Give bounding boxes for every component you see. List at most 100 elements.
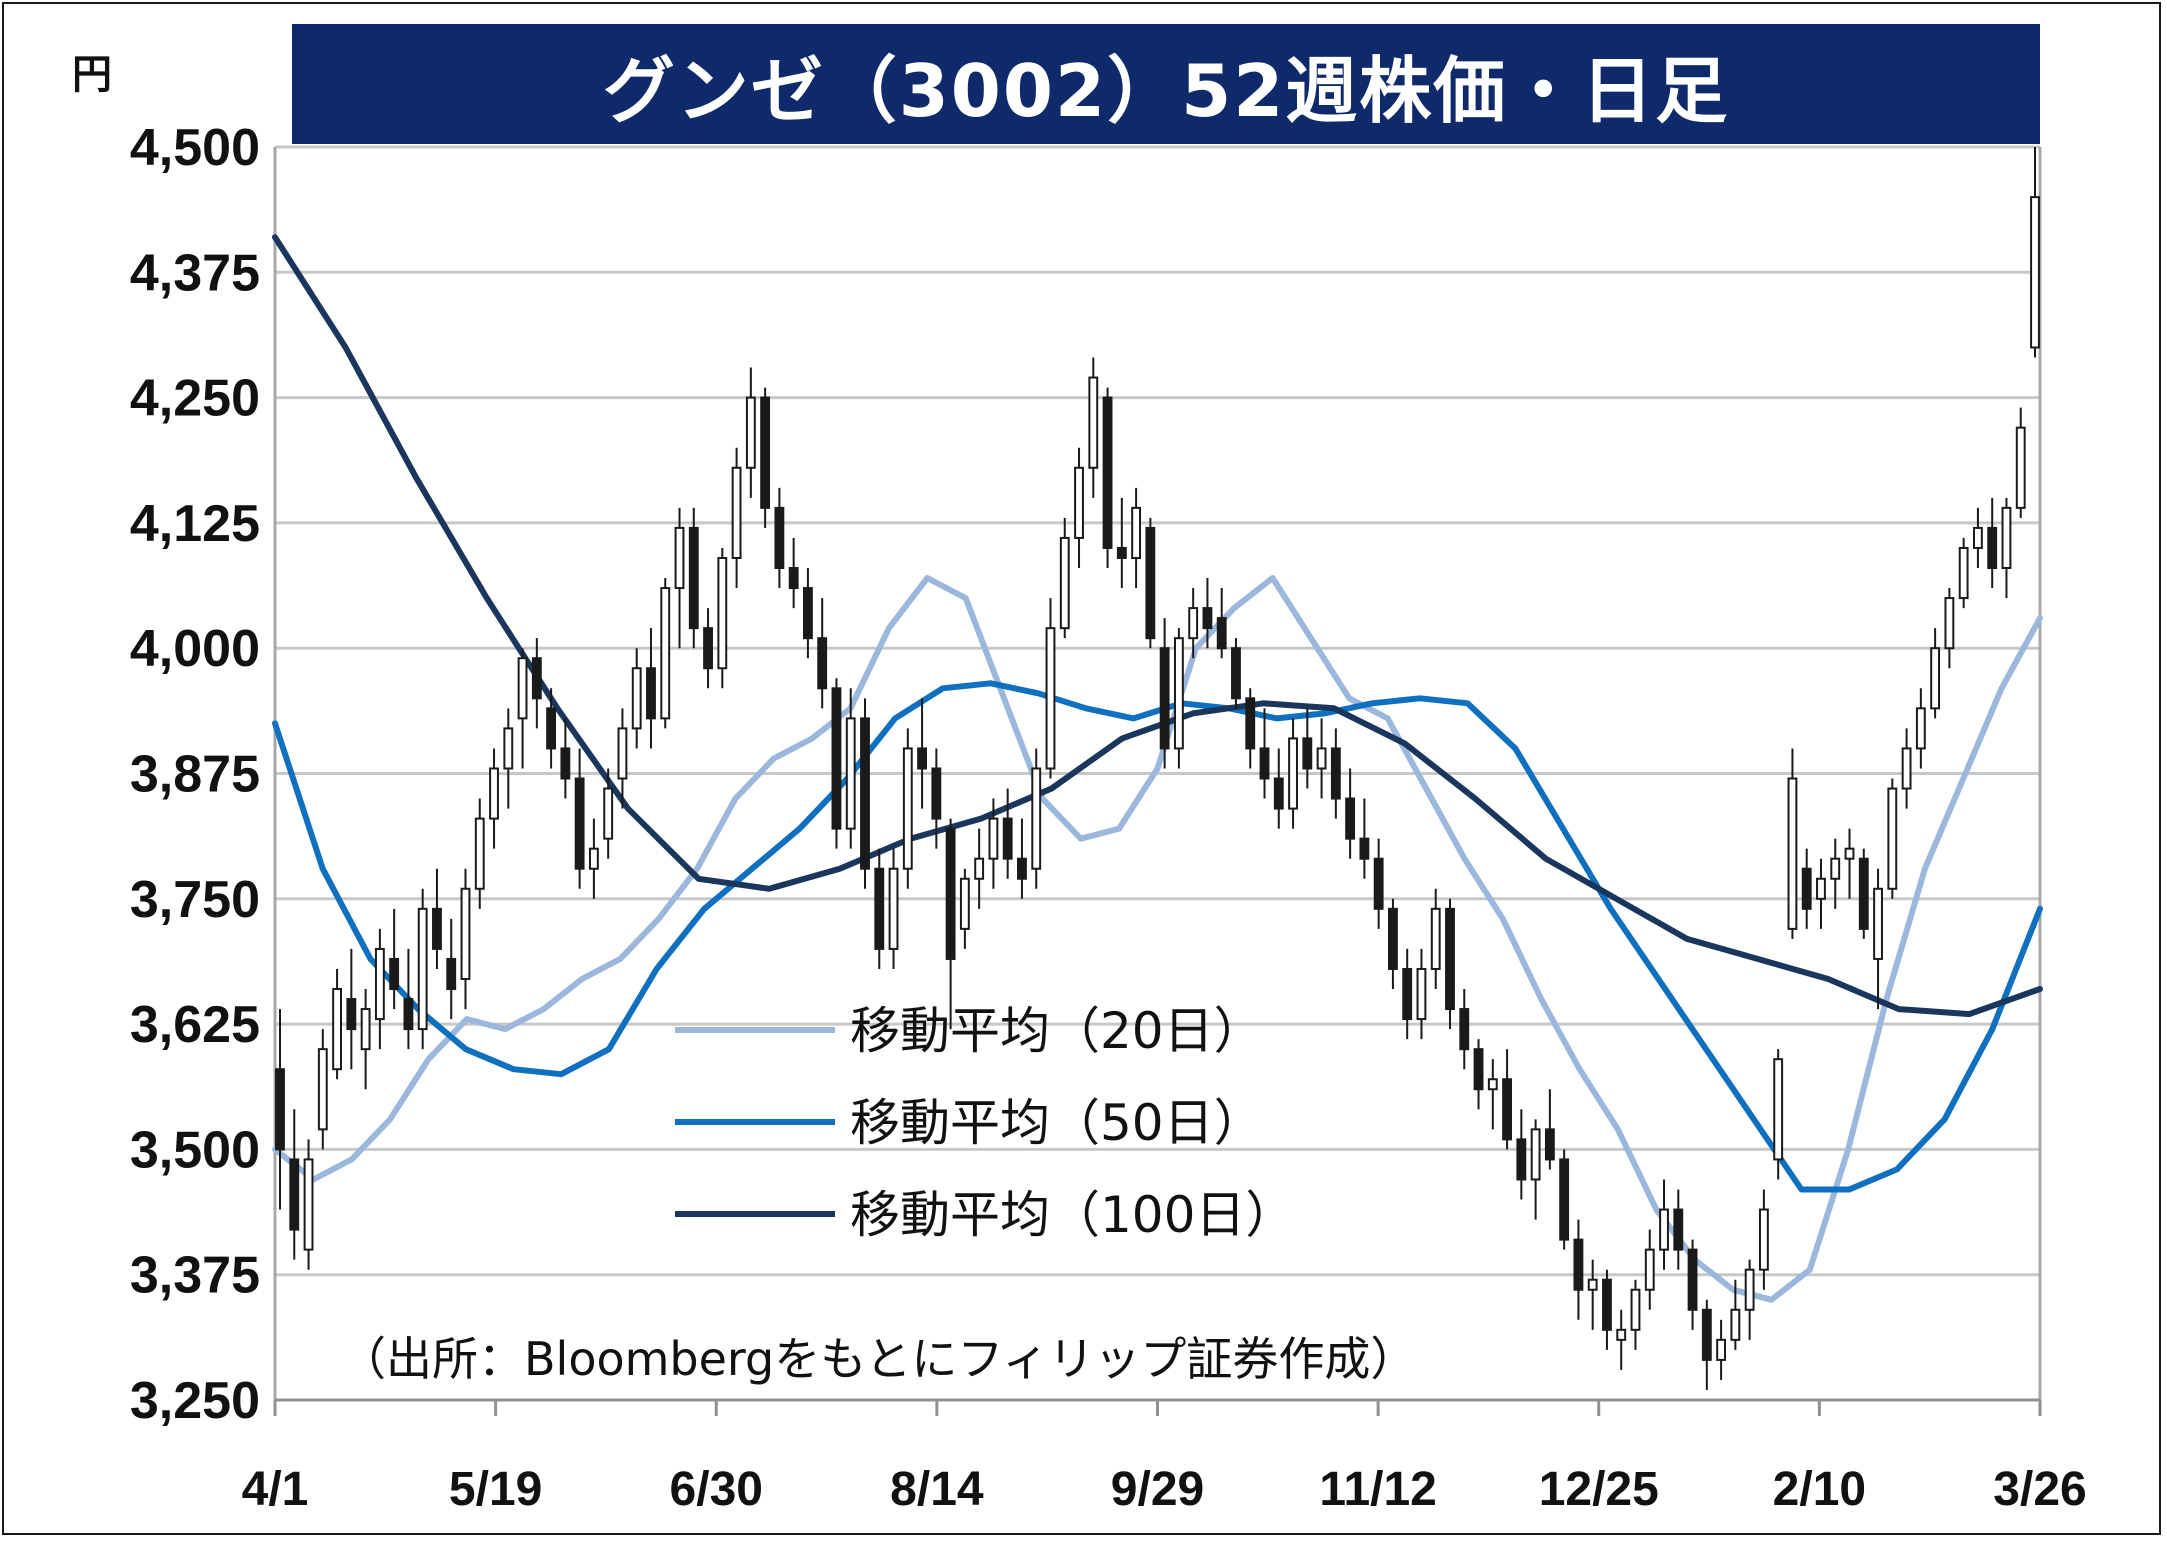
candle xyxy=(617,708,628,809)
candle xyxy=(1816,858,1826,929)
candle xyxy=(1730,1279,1741,1350)
candle xyxy=(1273,748,1284,829)
x-tick-label: 2/10 xyxy=(1773,1463,1866,1516)
candle xyxy=(1074,447,1084,569)
candle xyxy=(560,718,571,799)
candle xyxy=(745,367,756,498)
candle xyxy=(1002,788,1013,879)
candle xyxy=(1373,838,1384,929)
candle xyxy=(1559,1149,1570,1250)
candle xyxy=(374,928,385,1050)
y-tick-label: 3,625 xyxy=(130,996,260,1054)
candle xyxy=(760,387,771,528)
candle xyxy=(1459,989,1470,1070)
chart-title: グンゼ（3002）52週株価・日足 xyxy=(292,24,2040,144)
legend-item: 移動平均（20日） xyxy=(675,1002,1264,1060)
candle xyxy=(1145,517,1156,649)
candle xyxy=(874,848,885,969)
candle xyxy=(1259,708,1270,799)
candle xyxy=(1416,948,1427,1040)
candle xyxy=(1402,948,1413,1040)
source-note: （出所：Bloombergをもとにフィリップ証券作成） xyxy=(340,1332,1416,1386)
candle xyxy=(902,728,913,889)
candle xyxy=(1573,1219,1584,1320)
candle xyxy=(574,748,585,889)
legend-label: 移動平均（50日） xyxy=(850,1094,1264,1152)
candle xyxy=(803,568,813,659)
candle xyxy=(1958,537,1969,609)
candle xyxy=(1502,1049,1512,1150)
candle xyxy=(717,547,728,689)
candle xyxy=(2015,407,2026,518)
candle xyxy=(1887,778,1898,899)
y-tick-label: 4,500 xyxy=(130,119,260,177)
x-tick-label: 5/19 xyxy=(449,1463,542,1516)
candle xyxy=(588,818,599,899)
candle xyxy=(1487,1059,1498,1130)
candle xyxy=(1330,728,1341,819)
candle xyxy=(1873,868,1883,1010)
candle xyxy=(2030,147,2040,358)
candle xyxy=(1673,1189,1684,1270)
candle xyxy=(888,848,899,969)
x-tick-label: 8/14 xyxy=(890,1463,984,1516)
candle xyxy=(460,868,471,1010)
candle xyxy=(517,648,528,769)
candle xyxy=(1944,588,1955,669)
candle xyxy=(546,688,557,769)
y-tick-label: 4,375 xyxy=(130,244,260,302)
moving-average-line xyxy=(272,234,2043,1018)
candle xyxy=(1045,598,1056,779)
candle xyxy=(317,1029,328,1150)
x-tick-label: 12/25 xyxy=(1539,1463,1659,1516)
legend-label: 移動平均（20日） xyxy=(850,1002,1264,1060)
y-tick-label: 3,750 xyxy=(130,871,260,929)
candle xyxy=(303,1139,314,1270)
candle xyxy=(860,698,870,889)
candle xyxy=(1659,1179,1669,1270)
candle xyxy=(417,888,428,1050)
candle xyxy=(731,447,742,589)
candle xyxy=(1602,1269,1612,1350)
y-tick-label: 3,375 xyxy=(130,1247,260,1305)
candle xyxy=(1188,588,1199,659)
candle xyxy=(346,948,357,1070)
x-axis: 4/1 5/19 6/30 8/14 9/29 11/12 12/25 2/10 3/26 xyxy=(242,1398,2087,1516)
candle xyxy=(446,918,457,1020)
candle xyxy=(1231,638,1241,709)
candle xyxy=(1930,628,1941,719)
candle xyxy=(1915,688,1926,769)
candle xyxy=(974,828,985,909)
candle xyxy=(788,537,799,609)
candle xyxy=(817,598,828,709)
candle xyxy=(1445,898,1455,1030)
candle xyxy=(917,698,927,809)
candle xyxy=(831,678,842,849)
candle xyxy=(531,638,542,729)
candle xyxy=(660,578,671,729)
candle xyxy=(1801,848,1812,929)
candle xyxy=(1017,818,1027,899)
y-axis-ticks: 3,250 3,375 3,500 3,625 3,750 3,875 4,000 4,125… xyxy=(130,119,260,1430)
candle xyxy=(1744,1259,1755,1340)
candle xyxy=(1245,688,1256,769)
candle xyxy=(1516,1109,1527,1200)
candle xyxy=(774,487,785,589)
candle xyxy=(1773,1049,1784,1180)
y-tick-label: 4,125 xyxy=(130,495,260,553)
candle xyxy=(432,868,442,969)
candle xyxy=(1973,507,1983,569)
candle xyxy=(403,948,414,1050)
legend-item: 移動平均（100日） xyxy=(675,1186,1295,1244)
candle xyxy=(988,798,999,889)
candle xyxy=(1388,898,1398,990)
y-unit-label: 円 xyxy=(72,52,112,98)
candle xyxy=(1173,628,1184,769)
candle xyxy=(688,507,699,649)
candle xyxy=(1644,1229,1655,1310)
candle xyxy=(1216,588,1227,659)
candle xyxy=(1787,748,1798,939)
legend-label: 移動平均（100日） xyxy=(850,1186,1295,1244)
candle xyxy=(1987,497,1998,589)
candle xyxy=(1359,798,1370,879)
